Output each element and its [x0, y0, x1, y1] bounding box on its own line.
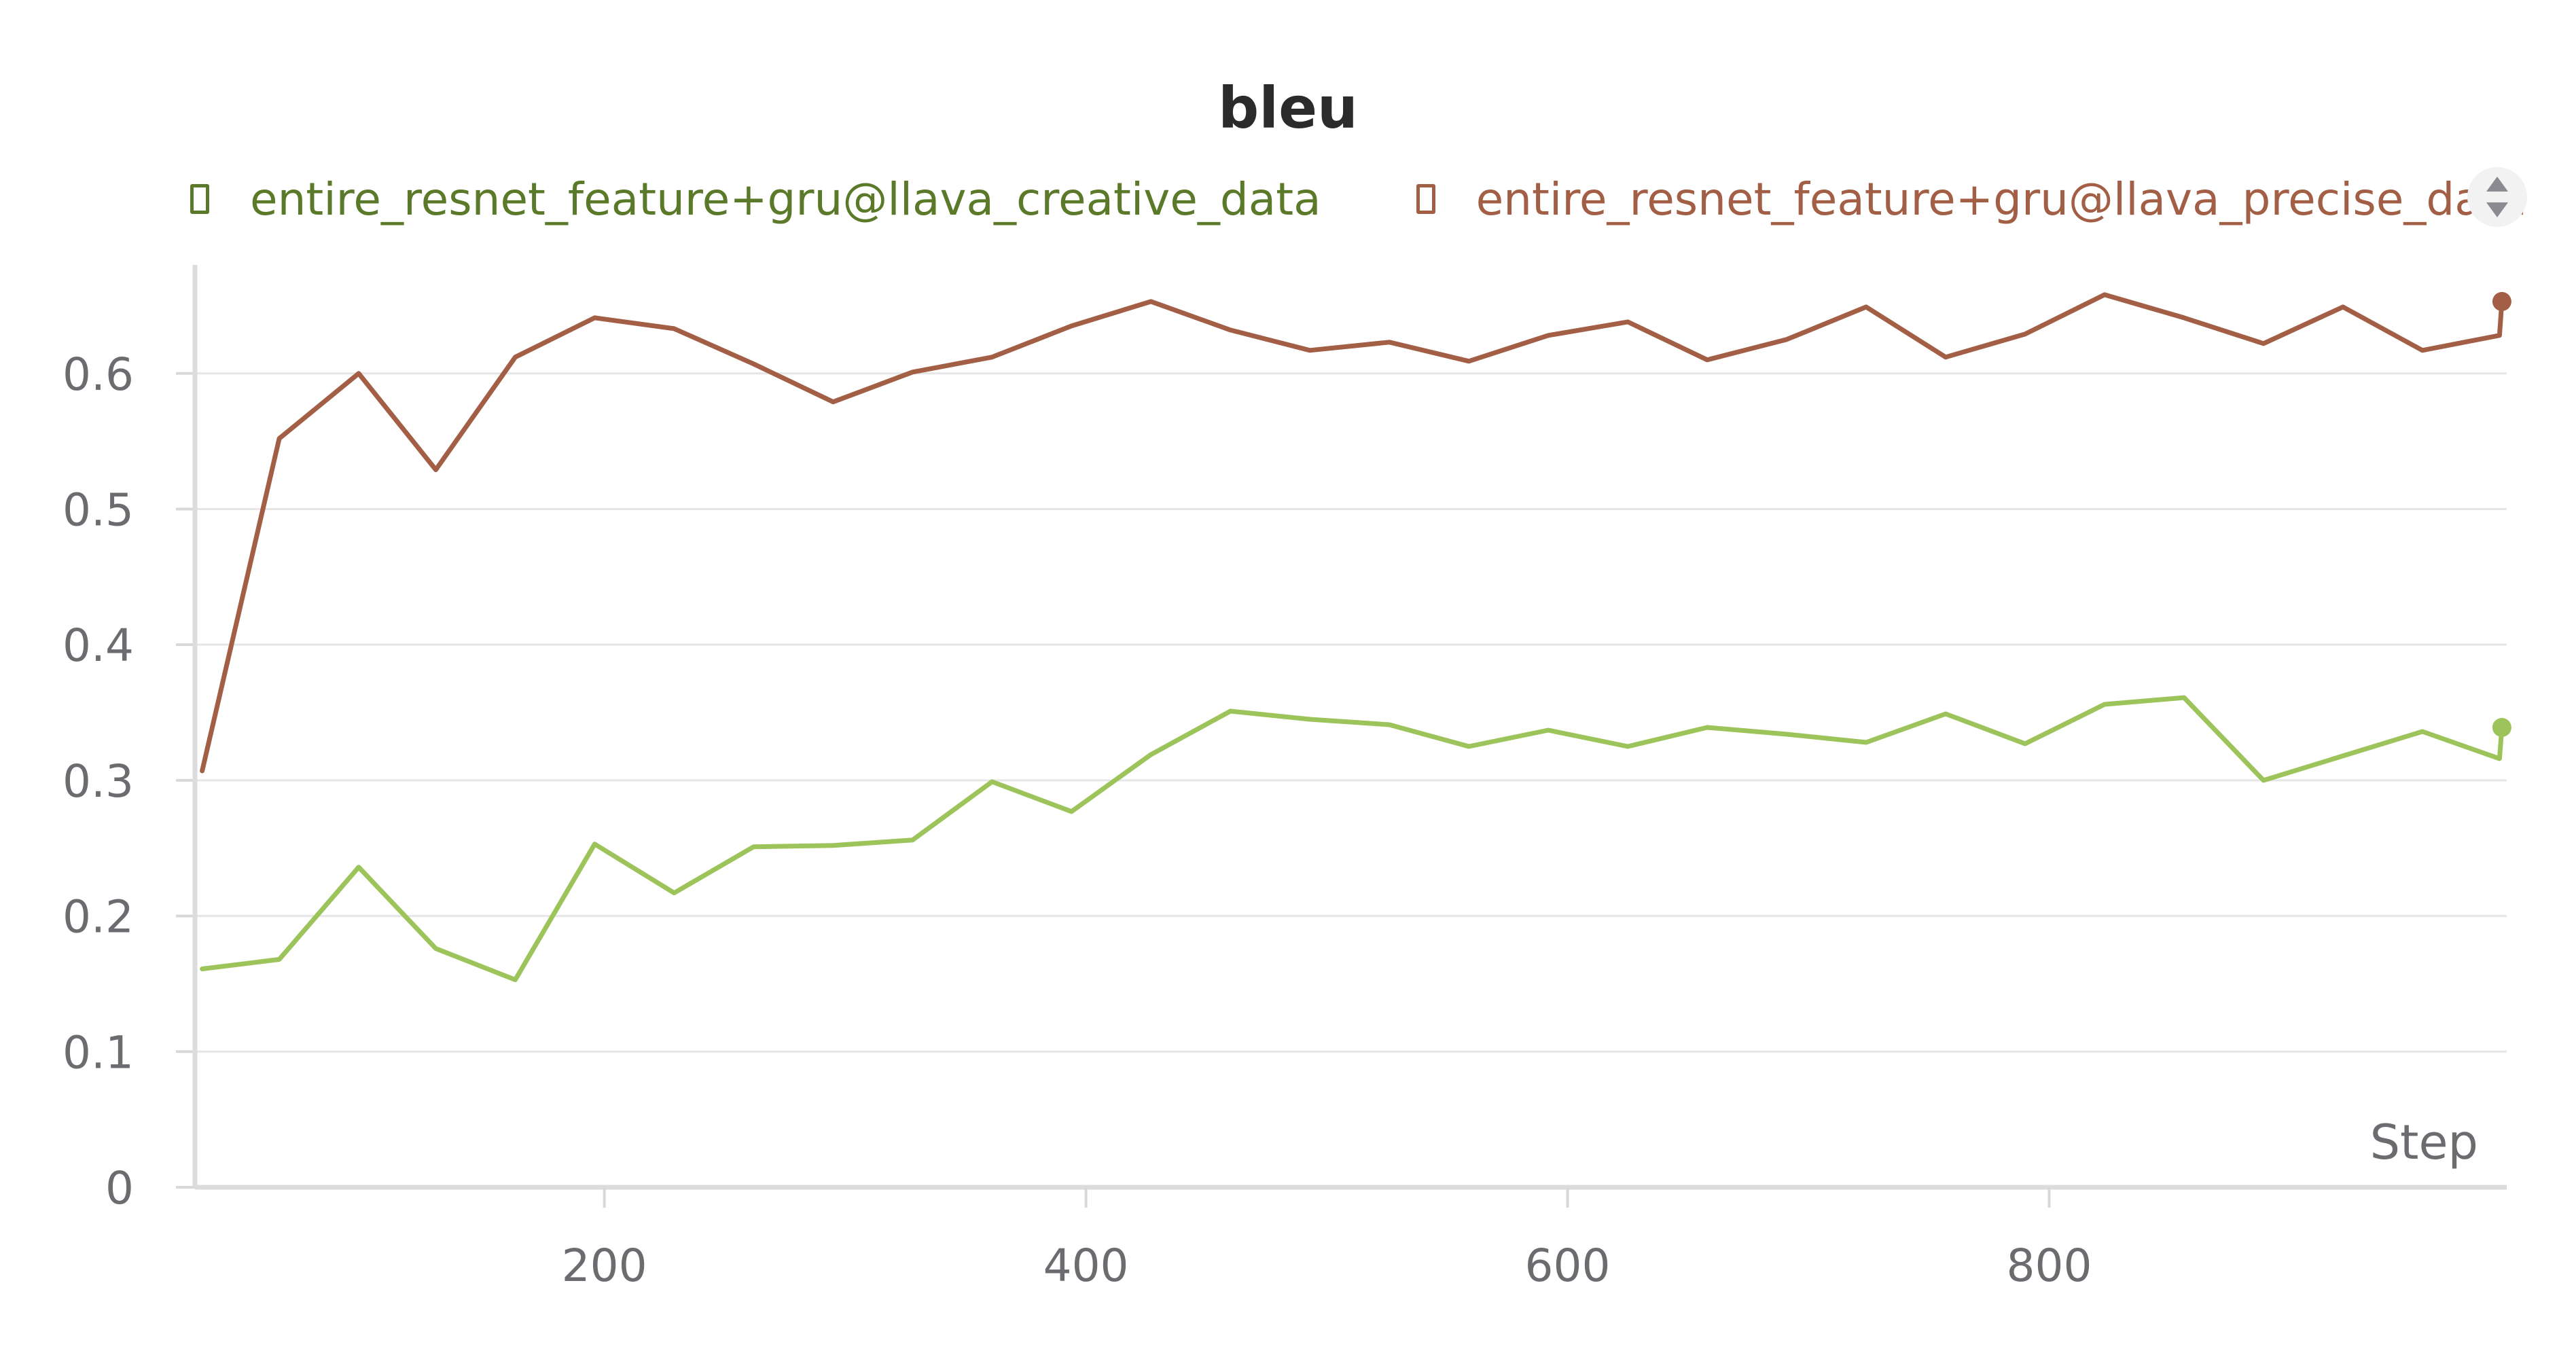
y-tick-label: 0.5: [62, 484, 134, 536]
y-tick-label: 0.1: [62, 1026, 134, 1079]
y-tick-label: 0.6: [62, 348, 134, 401]
series-line-0: [200, 695, 2505, 982]
y-tick-label: 0.3: [62, 755, 134, 808]
legend-scroll-control[interactable]: [2467, 167, 2527, 227]
chart-title: bleu: [1218, 75, 1358, 141]
series-lines: [200, 291, 2511, 982]
legend-item-precise[interactable]: entire_resnet_feature+gru@llava_precise_…: [1416, 173, 2527, 226]
legend-item-creative[interactable]: entire_resnet_feature+gru@llava_creative…: [190, 173, 1321, 226]
legend-label-creative: entire_resnet_feature+gru@llava_creative…: [250, 173, 1321, 226]
y-tick-label: 0.2: [62, 891, 134, 943]
legend-swatch-creative: [190, 184, 209, 214]
legend-label-precise: entire_resnet_feature+gru@llava_precise_…: [1475, 173, 2528, 226]
legend-swatch-precise: [1416, 184, 1435, 214]
grid-lines: [195, 372, 2507, 1053]
series-end-point-1: [2492, 291, 2511, 311]
scroll-arrows-icon: [2486, 177, 2508, 217]
y-tick-label: 0: [105, 1162, 134, 1214]
x-tick-label: 600: [1525, 1240, 1611, 1292]
legend: entire_resnet_feature+gru@llava_creative…: [190, 168, 2576, 230]
series-line-1: [200, 292, 2505, 774]
series-end-point-0: [2492, 717, 2511, 737]
y-tick-label: 0.4: [62, 619, 134, 672]
x-tick-label: 200: [562, 1240, 647, 1292]
x-tick-label: 400: [1043, 1240, 1129, 1292]
tick-labels: 0 0.1 0.2 0.3 0.4 0.5 0.6 200 400 600 800 Step: [62, 348, 2478, 1292]
x-tick-label: 800: [2006, 1240, 2092, 1292]
x-axis-title: Step: [2370, 1115, 2478, 1170]
axes: [176, 265, 2507, 1208]
